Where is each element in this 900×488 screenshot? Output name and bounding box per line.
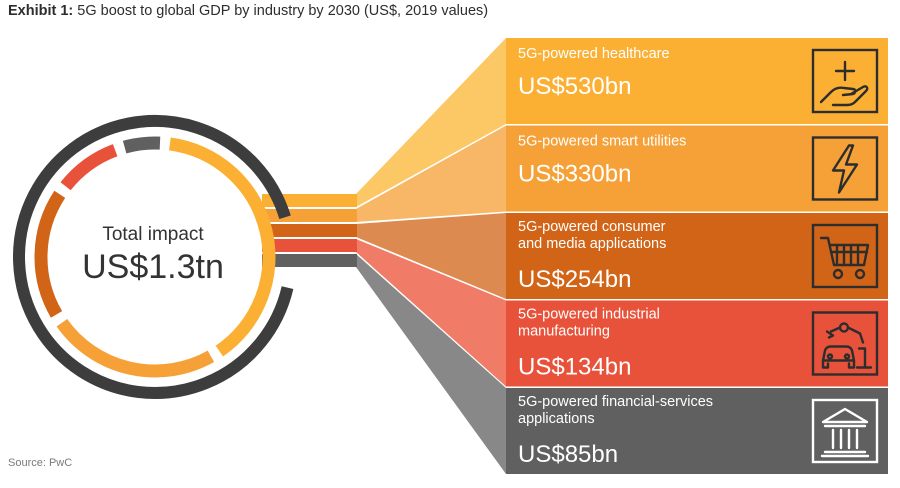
strip-5g-powered-industrial-manufacturing [262,239,357,252]
impact-ring [13,114,294,399]
center-label: Total impact [102,224,204,245]
label-5g-powered-industrial-manufacturing-line-2: manufacturing [518,324,610,340]
chart-title: Exhibit 1: 5G boost to global GDP by ind… [8,3,488,19]
value-5g-powered-consumer-and-media-applications: US$254bn [518,266,631,293]
fan-5g-powered-industrial-manufacturing [356,239,506,387]
ring-segment-5g-powered-financial-services-applications [122,136,161,154]
strip-5g-powered-smart-utilities [262,209,357,222]
center-value: US$1.3tn [82,248,224,286]
box-5g-powered-industrial-manufacturing [506,300,888,387]
box-5g-powered-healthcare [506,38,888,124]
label-5g-powered-consumer-and-media-applications-line-1: 5G-powered consumer [518,219,666,235]
value-5g-powered-smart-utilities: US$330bn [518,161,631,188]
outer-ring [13,114,294,399]
lightning-bolt-icon [811,136,879,201]
fan-5g-powered-financial-services-applications [356,254,506,474]
label-5g-powered-financial-services-applications-line-1: 5G-powered financial-services [518,394,713,410]
connector-fans [262,38,506,474]
ring-segment-5g-powered-smart-utilities [56,318,215,378]
label-5g-powered-healthcare-line-1: 5G-powered healthcare [518,46,670,62]
healthcare-hand-icon [811,48,879,114]
label-5g-powered-industrial-manufacturing-line-1: 5G-powered industrial [518,307,660,323]
value-5g-powered-healthcare: US$530bn [518,73,631,100]
ring-segment-5g-powered-consumer-and-media-applications [34,190,66,318]
box-5g-powered-financial-services-applications [506,388,888,474]
strip-5g-powered-financial-services-applications [262,254,357,267]
fan-5g-powered-consumer-and-media-applications [356,213,506,299]
exhibit-label: Exhibit 1: [8,3,74,19]
bank-building-icon [811,398,879,464]
value-5g-powered-financial-services-applications: US$85bn [518,441,618,468]
fan-5g-powered-healthcare [356,38,506,207]
label-5g-powered-consumer-and-media-applications-line-2: and media applications [518,236,666,252]
box-5g-powered-consumer-and-media-applications [506,213,888,299]
source-note: Source: PwC [8,457,73,469]
title-text: 5G boost to global GDP by industry by 20… [77,3,489,19]
strip-5g-powered-consumer-and-media-applications [262,224,357,237]
ring-segment-5g-powered-industrial-manufacturing [60,144,118,191]
value-5g-powered-industrial-manufacturing: US$134bn [518,354,631,381]
shopping-cart-icon [811,223,879,289]
ring-segment-5g-powered-healthcare [169,137,276,357]
fan-5g-powered-smart-utilities [356,125,506,222]
industry-boxes: 5G-powered healthcare US$530bn 5G-powered … [506,38,888,474]
robot-arm-car-icon [811,311,879,376]
box-5g-powered-smart-utilities [506,125,888,212]
label-5g-powered-financial-services-applications-line-2: applications [518,411,595,427]
label-5g-powered-smart-utilities-line-1: 5G-powered smart utilities [518,134,686,150]
